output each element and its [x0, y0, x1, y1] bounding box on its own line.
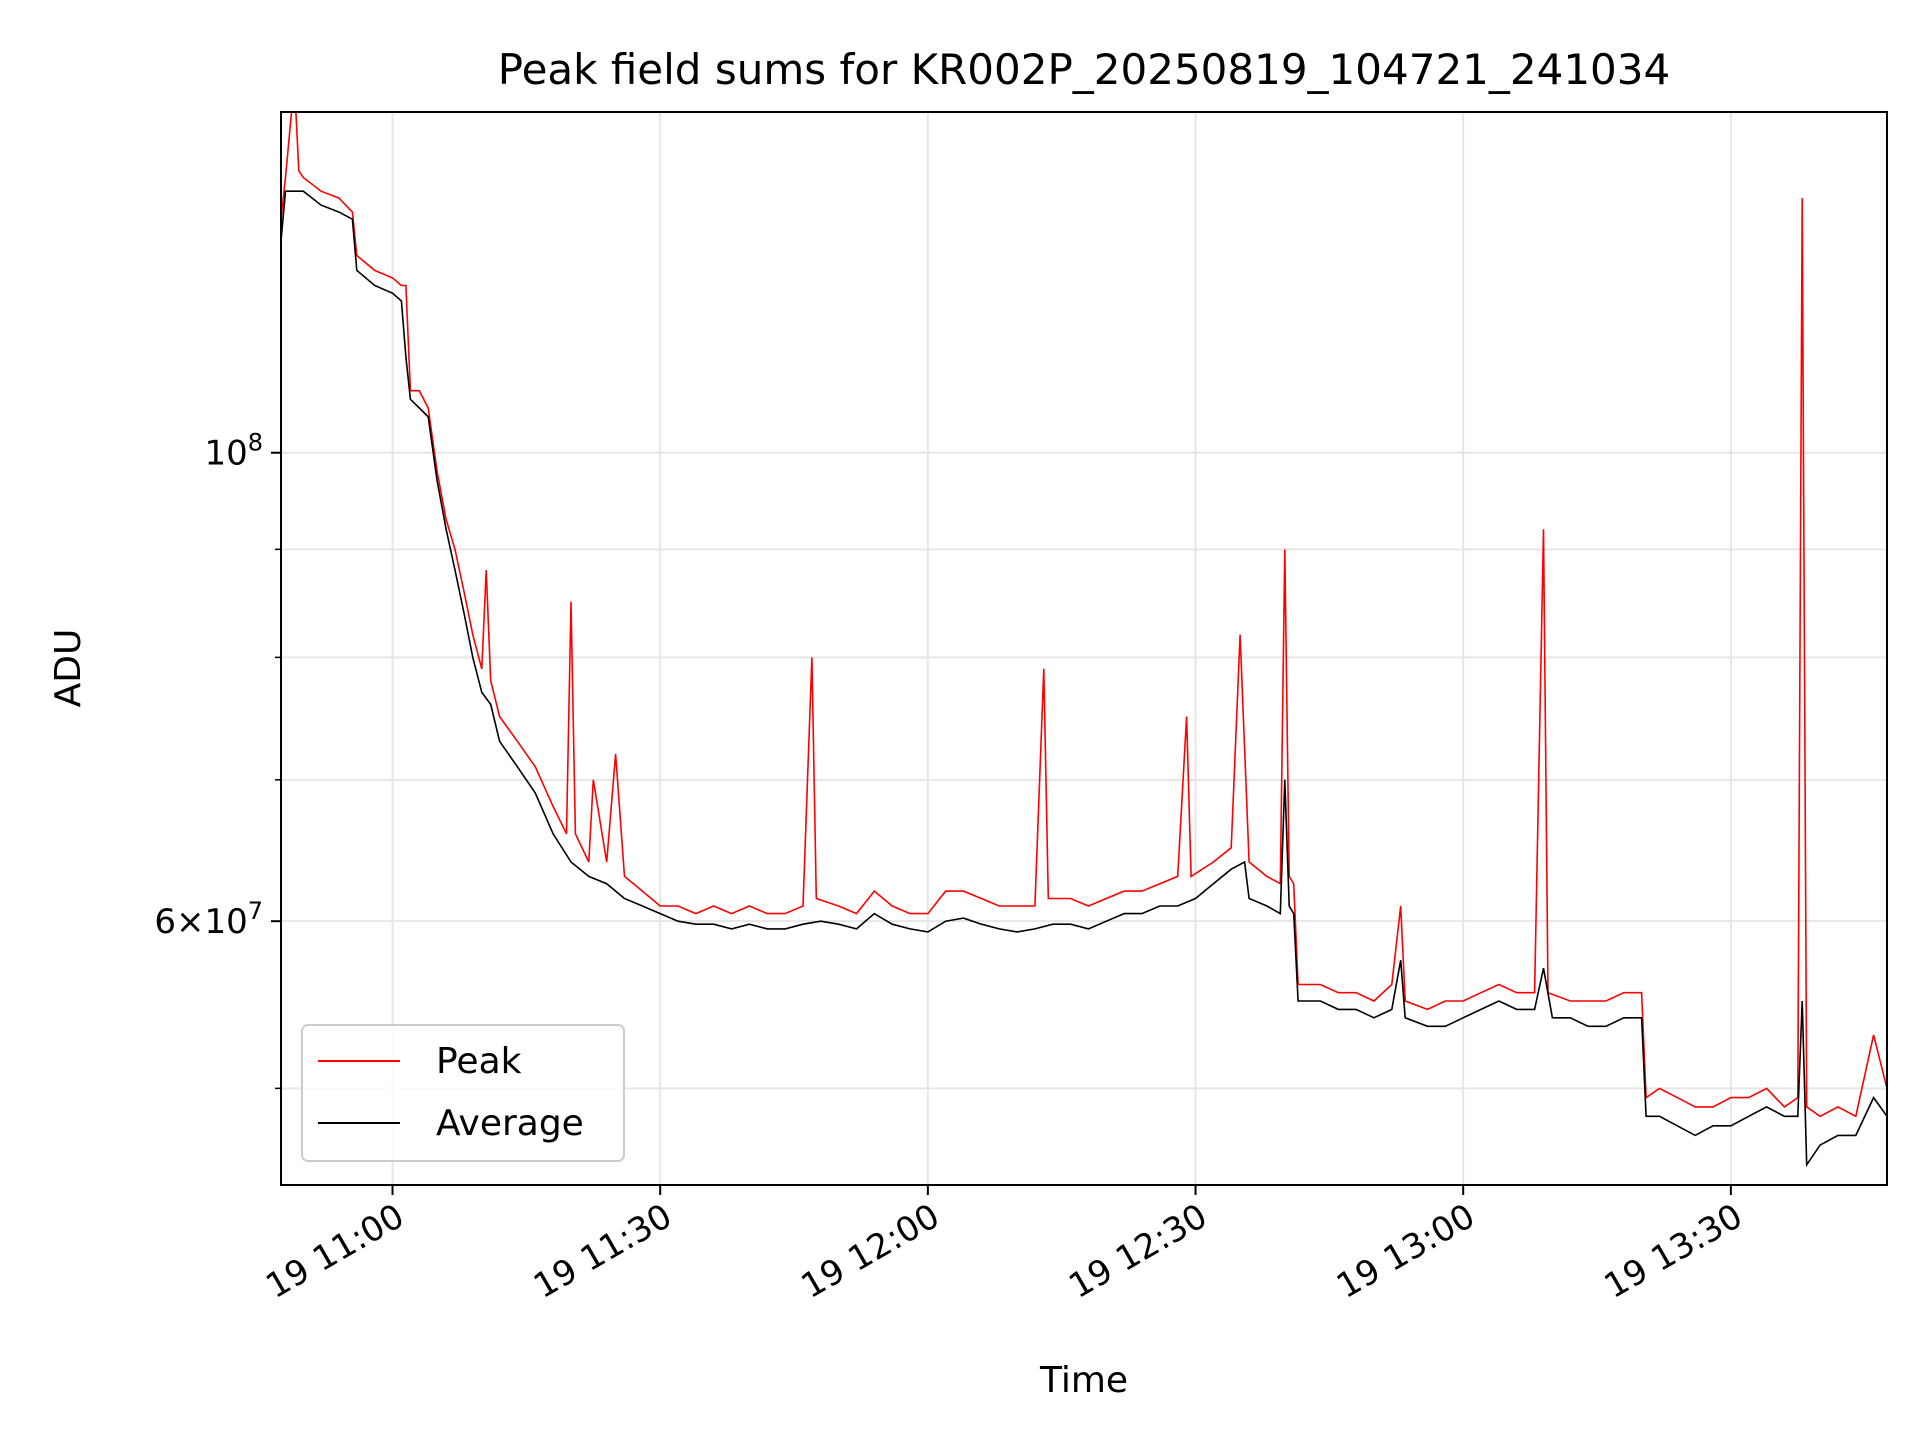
series-layer: [281, 112, 1887, 1168]
y-tick-label: 108: [204, 429, 263, 474]
legend-box: [301, 1024, 625, 1162]
legend-label-peak: Peak: [436, 1041, 522, 1082]
chart-title: Peak field sums for KR002P_20250819_1047…: [498, 45, 1670, 94]
y-tick-label: 6×107: [154, 897, 263, 942]
plot-frame: [280, 111, 1888, 1186]
series-line-average: [281, 190, 1887, 1168]
legend-label-average: Average: [436, 1103, 584, 1144]
series-line-peak: [281, 112, 1887, 1118]
x-axis-label: Time: [1039, 1360, 1128, 1401]
y-axis-label: ADU: [48, 629, 89, 708]
legend: Peak Average: [301, 1024, 625, 1162]
